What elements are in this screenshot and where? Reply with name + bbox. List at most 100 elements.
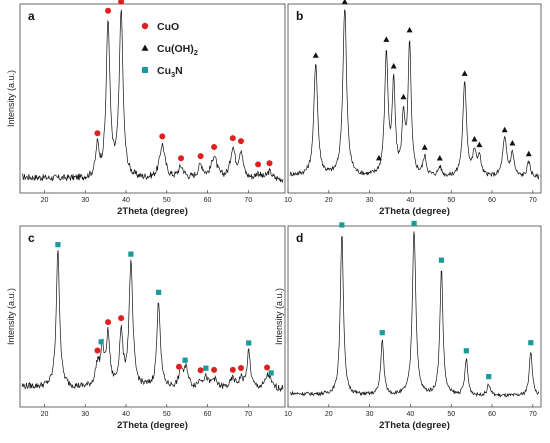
cu3n-peak-marker: [182, 357, 188, 363]
x-tick-label: 20: [41, 411, 49, 418]
cuoh2-peak-marker: [400, 93, 407, 100]
x-tick-label: 60: [488, 411, 496, 418]
cu3n-peak-marker: [128, 251, 134, 257]
panel-b: 10 20 30 40 50 60 70 2Theta (degree) b: [284, 0, 542, 217]
x-tick-label: 30: [366, 411, 374, 418]
cuo-peak-marker: [176, 363, 182, 370]
cuo-peak-marker: [94, 347, 101, 354]
cuo-peak-marker: [237, 138, 244, 145]
cuoh2-peak-marker: [406, 26, 413, 33]
plot-frame: [287, 225, 542, 408]
x-tick-label: 70: [529, 197, 537, 204]
xrd-pattern-line: [289, 231, 540, 398]
x-tick-label: 70: [244, 197, 252, 204]
cuo-peak-marker: [255, 161, 262, 168]
x-tick-label: 40: [122, 197, 130, 204]
panel-c: 20 30 40 50 60 70 2Theta (degree) Intensity (a.…: [6, 225, 286, 431]
cu3n-peak-marker: [246, 340, 252, 346]
legend-label: CuO: [157, 21, 179, 33]
xrd-pattern-line: [289, 9, 540, 181]
x-axis-title: 2Theta (degree): [117, 420, 188, 431]
cu3n-peak-marker: [268, 370, 274, 376]
legend-circle-icon: [141, 22, 149, 30]
y-axis-title: Intensity (a.u.): [6, 288, 16, 345]
cuoh2-peak-marker: [312, 52, 319, 58]
cuo-peak-marker: [197, 367, 204, 374]
plot-frame: [287, 3, 542, 194]
x-tick-label: 60: [204, 411, 212, 418]
x-tick-label: 30: [81, 411, 89, 418]
x-tick-label: 50: [163, 411, 171, 418]
x-tick-label: 70: [244, 411, 252, 418]
panel-label: d: [296, 231, 303, 245]
x-axis-title: 2Theta (degree): [379, 206, 450, 217]
cuo-peak-marker: [229, 366, 236, 373]
cuo-peak-marker: [159, 133, 166, 140]
cuo-peak-marker: [118, 315, 125, 322]
panel-label: b: [296, 9, 303, 23]
cuo-peak-marker: [105, 7, 112, 14]
x-tick-label: 70: [529, 411, 537, 418]
cuoh2-peak-marker: [509, 140, 516, 146]
cu3n-peak-marker: [463, 348, 469, 354]
cuoh2-peak-marker: [390, 62, 397, 69]
panel-label: a: [28, 9, 35, 23]
cuo-peak-marker: [211, 143, 218, 150]
cu3n-peak-marker: [379, 330, 385, 336]
x-tick-label: 30: [366, 197, 374, 204]
x-tick-label: 60: [488, 197, 496, 204]
x-tick-label: 20: [41, 197, 49, 204]
plot-frame: [19, 225, 286, 408]
cuoh2-peak-marker: [421, 144, 428, 150]
cuo-peak-marker: [105, 319, 112, 326]
cuo-peak-marker: [178, 155, 185, 162]
legend-square-icon: [142, 67, 148, 73]
x-tick-label: 20: [325, 411, 333, 418]
cuo-peak-marker: [266, 160, 273, 167]
x-tick-label: 50: [447, 197, 455, 204]
x-tick-label: 10: [284, 411, 292, 418]
panel-d: 10 20 30 40 50 60 70 2Theta (degree) Intensity (…: [274, 220, 542, 431]
x-tick-label: 50: [163, 197, 171, 204]
cuo-peak-marker: [229, 135, 236, 142]
cuo-peak-marker: [237, 364, 244, 371]
cuoh2-peak-marker: [436, 155, 443, 161]
cuo-peak-marker: [94, 130, 101, 137]
cu3n-peak-marker: [339, 222, 345, 228]
cuo-peak-marker: [264, 364, 271, 371]
x-tick-label: 40: [407, 411, 415, 418]
cuo-peak-marker: [197, 153, 204, 160]
xrd-pattern-line: [21, 9, 284, 184]
cuoh2-peak-marker: [471, 135, 478, 142]
cu3n-peak-marker: [411, 220, 417, 227]
cu3n-peak-marker: [55, 242, 61, 248]
y-axis-title: Intensity (a.u.): [6, 70, 16, 127]
cuoh2-peak-marker: [461, 70, 468, 76]
x-tick-label: 10: [284, 197, 292, 204]
x-tick-label: 20: [325, 197, 333, 204]
cu3n-peak-marker: [156, 289, 162, 295]
x-tick-label: 40: [122, 411, 130, 418]
cu3n-peak-marker: [98, 339, 104, 345]
cuoh2-peak-marker: [525, 150, 532, 157]
panel-label: c: [28, 231, 35, 245]
y-axis-title: Intensity (a.u.): [274, 288, 284, 345]
cu3n-peak-marker: [438, 257, 445, 263]
x-axis-title: 2Theta (degree): [379, 420, 450, 431]
cuoh2-peak-marker: [383, 36, 390, 42]
x-tick-label: 50: [447, 411, 455, 418]
plot-frame: [19, 3, 286, 194]
legend-label: Cu(OH)2: [157, 43, 198, 57]
cuoh2-peak-marker: [501, 126, 508, 133]
cuoh2-peak-marker: [341, 0, 348, 5]
cuo-peak-marker: [211, 366, 218, 373]
cuoh2-peak-marker: [476, 141, 483, 148]
legend-label: Cu3N: [157, 65, 183, 79]
cu3n-peak-marker: [528, 340, 534, 346]
xrd-pattern-line: [21, 250, 284, 393]
x-tick-label: 30: [81, 197, 89, 204]
x-tick-label: 60: [204, 197, 212, 204]
legend: CuO Cu(OH)2 Cu3N: [141, 21, 198, 79]
x-axis-title: 2Theta (degree): [117, 206, 188, 217]
